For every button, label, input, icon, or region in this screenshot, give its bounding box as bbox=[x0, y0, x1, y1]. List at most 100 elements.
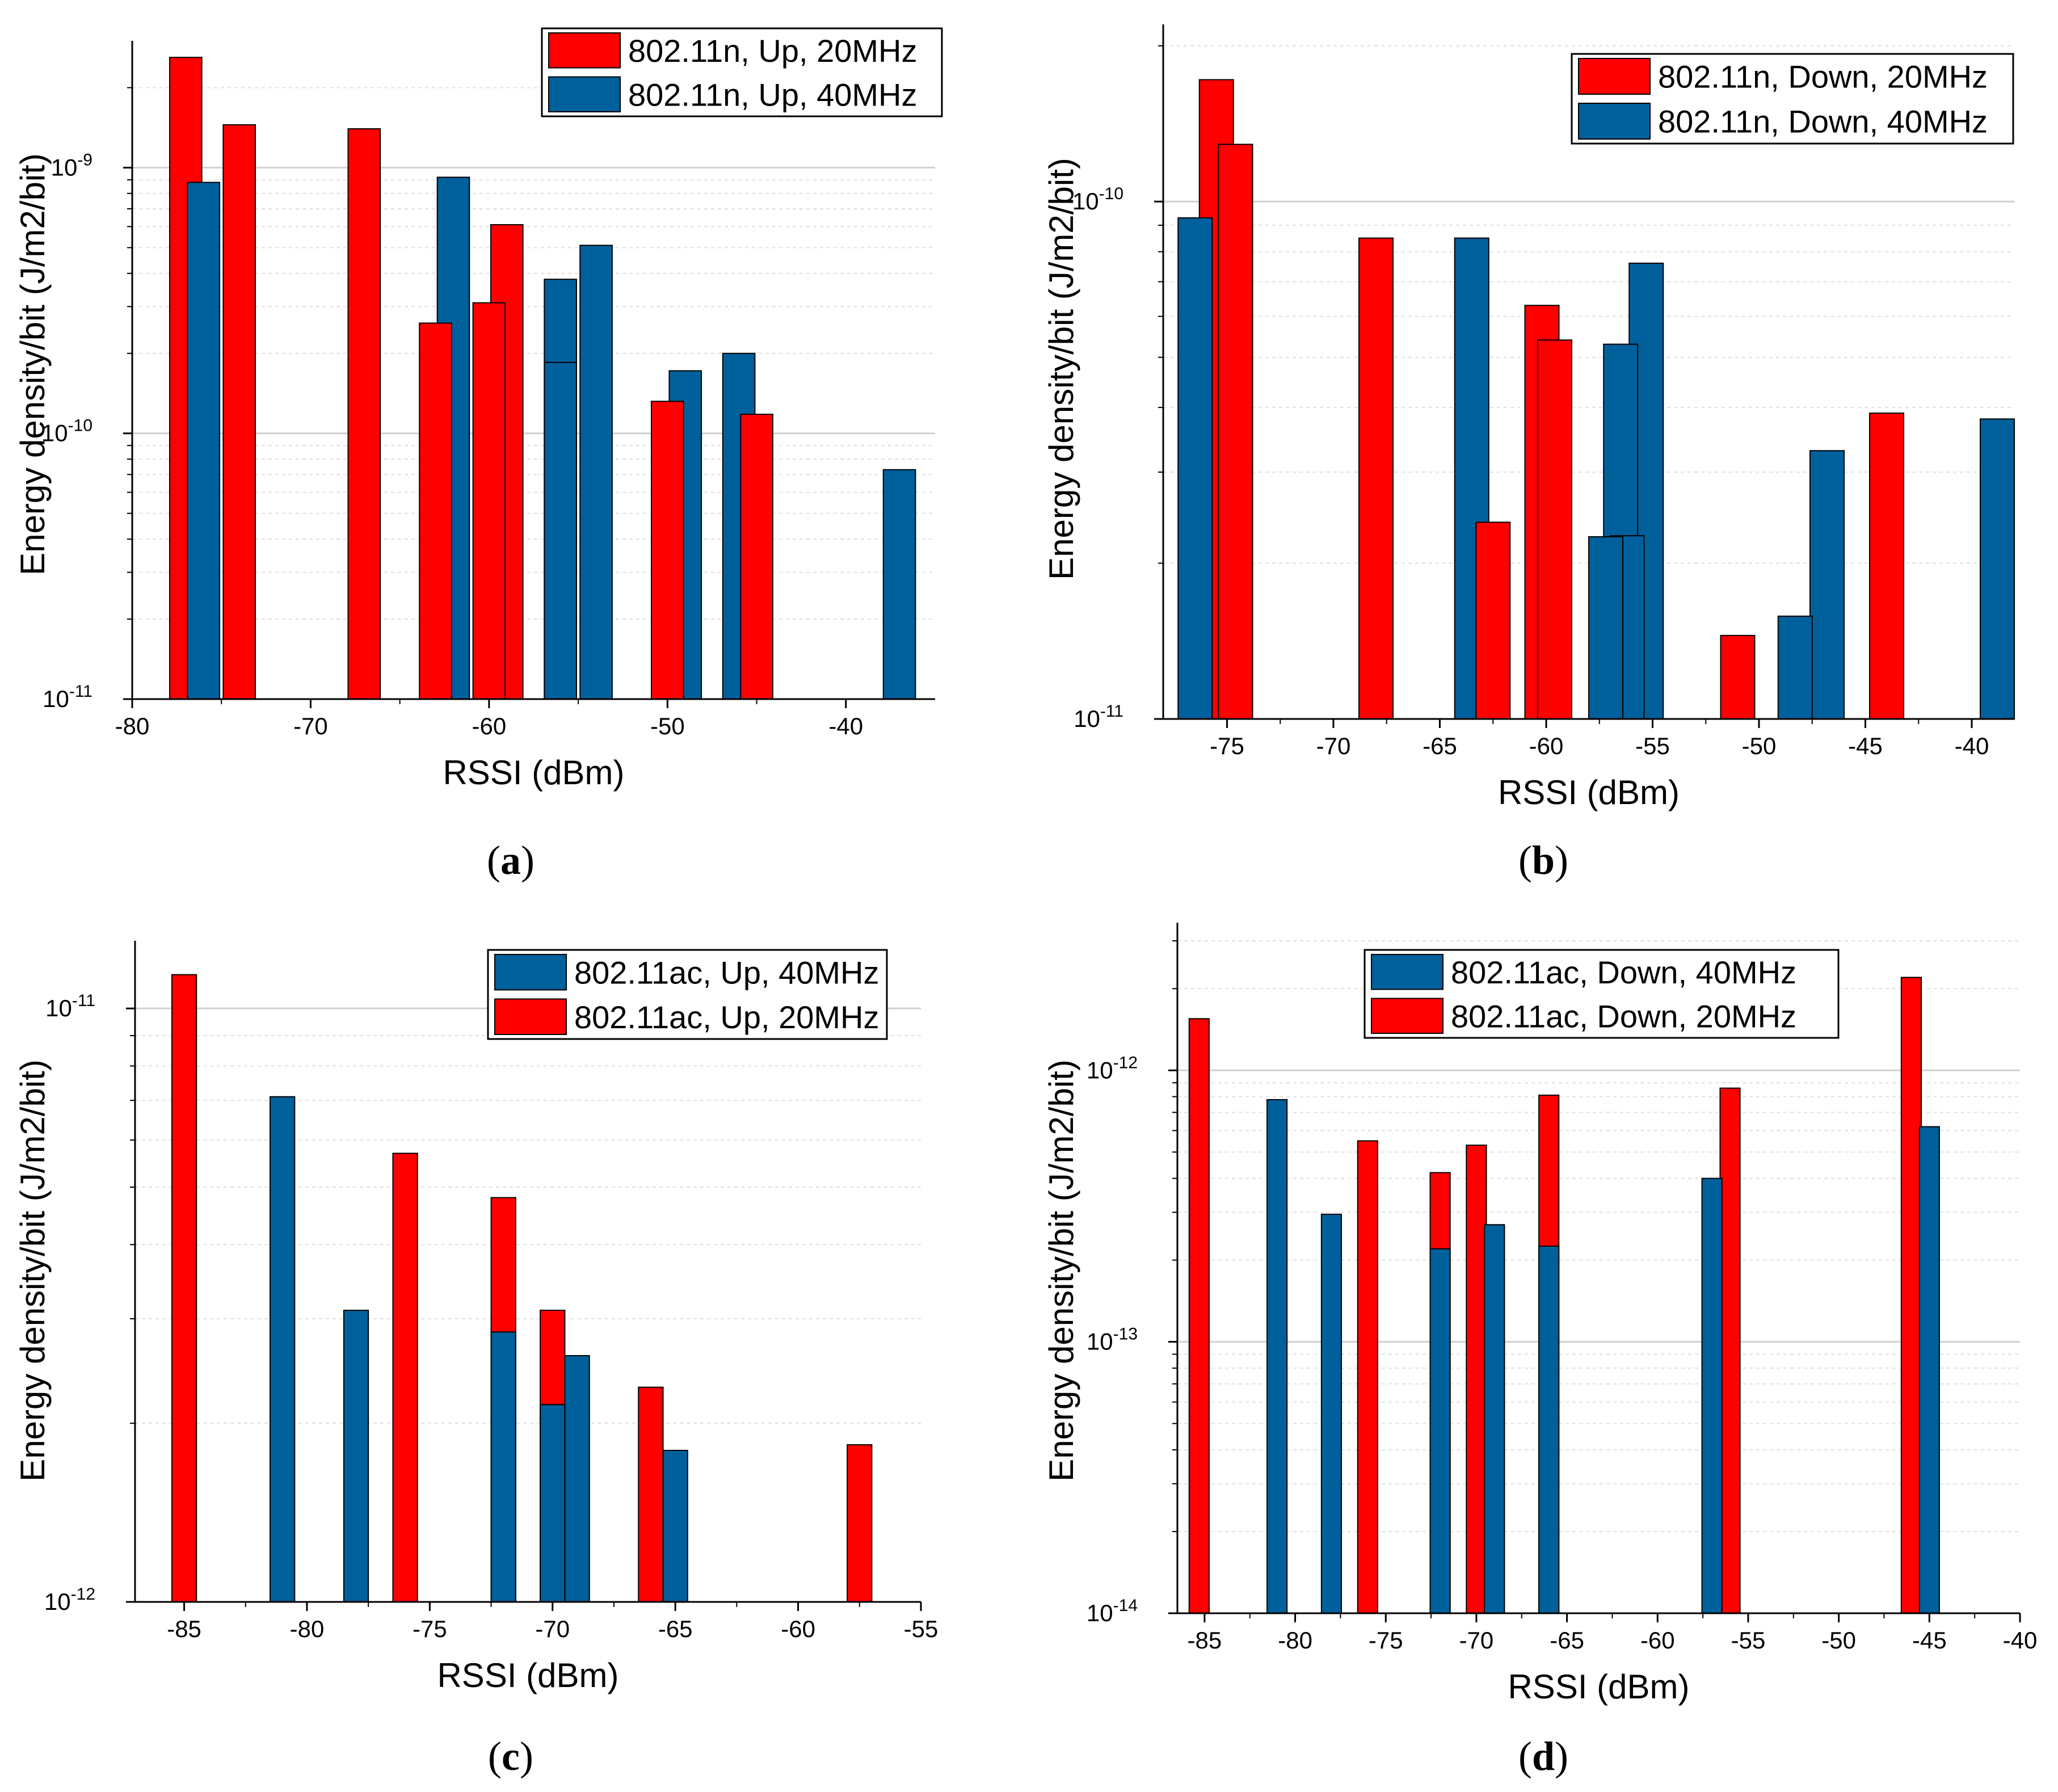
x-tick-label: -45 bbox=[1912, 1627, 1947, 1654]
y-tick-label: 10-10 bbox=[1072, 184, 1123, 214]
bar-red bbox=[651, 401, 684, 700]
legend-box bbox=[1363, 949, 1840, 1039]
y-tick-label: 10-12 bbox=[44, 1585, 95, 1615]
x-tick-label: -60 bbox=[1529, 733, 1564, 759]
legend-swatch-blue bbox=[548, 76, 621, 112]
bar-blue bbox=[1320, 1213, 1342, 1614]
x-tick-label: -70 bbox=[535, 1616, 570, 1642]
bars-a bbox=[169, 57, 916, 700]
bar-red bbox=[472, 302, 506, 700]
panel-caption-letter: d bbox=[1532, 1734, 1555, 1779]
y-tick-base: 10 bbox=[1087, 1600, 1113, 1626]
bar-blue bbox=[1701, 1177, 1723, 1614]
y-tick-exponent: -11 bbox=[72, 991, 95, 1010]
x-tick-label: -65 bbox=[1550, 1627, 1584, 1654]
bars-d bbox=[1188, 977, 1940, 1614]
x-tick-label: -50 bbox=[650, 713, 685, 739]
y-tick-label: 10-11 bbox=[43, 682, 92, 712]
bar-red bbox=[347, 128, 381, 700]
y-tick-label: 10-13 bbox=[1087, 1325, 1138, 1355]
minor-gridlines bbox=[1163, 45, 2014, 564]
bar-red bbox=[1188, 1018, 1210, 1614]
chart-panel-d: -85 -80 -75 -70 -65 -60 -55 -50 -45 -40 10-14 10-13… bbox=[1029, 896, 2058, 1792]
bar-red bbox=[1537, 339, 1572, 720]
y-tick-exponent: -10 bbox=[1099, 184, 1123, 203]
y-tick-label: 10-12 bbox=[1087, 1053, 1138, 1083]
y-tick-exponent: -9 bbox=[77, 150, 92, 169]
bar-blue bbox=[1980, 418, 2015, 720]
x-tick-label: -50 bbox=[1742, 733, 1777, 759]
bar-blue bbox=[187, 182, 221, 700]
bar-red bbox=[1466, 1145, 1487, 1614]
x-tick-label: -80 bbox=[290, 1616, 325, 1642]
legend-label: 802.11n, Up, 40MHz bbox=[628, 77, 917, 112]
bar-red bbox=[171, 974, 197, 1602]
y-tick-base: 10 bbox=[44, 1588, 71, 1615]
y-tick-exponent: -10 bbox=[68, 417, 92, 435]
y-tick-base: 10 bbox=[41, 420, 68, 447]
y-tick-base: 10 bbox=[45, 995, 72, 1021]
y-axis-title: Energy density/bit (J/m2/bit) bbox=[1042, 158, 1080, 580]
y-tick-exponent: -12 bbox=[1113, 1053, 1138, 1072]
legend: 802.11n, Down, 20MHz 802.11n, Down, 40MHz bbox=[1571, 53, 2014, 145]
legend-swatch-blue bbox=[1371, 954, 1443, 990]
x-axis-title: RSSI (dBm) bbox=[1498, 773, 1680, 811]
chart-svg-d: -85 -80 -75 -70 -65 -60 -55 -50 -45 -4010-1410-13… bbox=[1042, 923, 2037, 1779]
x-tick-label: -75 bbox=[413, 1616, 447, 1642]
bar-red bbox=[1719, 1087, 1741, 1614]
bar-blue bbox=[1777, 615, 1813, 720]
x-axis-title: RSSI (dBm) bbox=[437, 1656, 618, 1694]
bar-blue bbox=[1177, 217, 1213, 720]
bar-blue bbox=[1809, 450, 1845, 720]
bar-red bbox=[1357, 1140, 1378, 1614]
x-tick-label: -60 bbox=[781, 1616, 815, 1642]
legend: 802.11ac, Down, 40MHz 802.11ac, Down, 20M… bbox=[1363, 949, 1840, 1039]
y-tick-base: 10 bbox=[1087, 1057, 1113, 1083]
bar-blue bbox=[1918, 1126, 1940, 1614]
minor-gridlines bbox=[135, 1035, 921, 1424]
bar-blue bbox=[882, 469, 916, 700]
x-axis-title: RSSI (dBm) bbox=[1508, 1668, 1689, 1706]
y-tick-base: 10 bbox=[51, 154, 78, 180]
x-tick-label: -60 bbox=[1640, 1627, 1675, 1654]
x-tick-label: -70 bbox=[293, 713, 328, 739]
bar-red bbox=[1358, 237, 1394, 720]
y-tick-exponent: -12 bbox=[71, 1585, 95, 1604]
bar-red bbox=[222, 124, 256, 700]
legend-swatch-red bbox=[548, 32, 621, 69]
x-tick-label: -75 bbox=[1369, 1627, 1403, 1654]
y-tick-exponent: -11 bbox=[69, 682, 92, 701]
legend-swatch-red bbox=[1371, 998, 1443, 1034]
y-tick-label: 10-9 bbox=[51, 150, 92, 180]
panel-caption: (a) bbox=[487, 838, 535, 883]
panel-caption-letter: a bbox=[500, 838, 521, 883]
legend: 802.11ac, Up, 40MHz 802.11ac, Up, 20MHz bbox=[487, 949, 888, 1040]
legend-label: 802.11ac, Down, 40MHz bbox=[1451, 954, 1796, 990]
x-tick-label: -80 bbox=[115, 713, 150, 739]
bar-red bbox=[419, 322, 452, 700]
bar-red bbox=[1475, 521, 1511, 720]
x-tick-label: -75 bbox=[1210, 733, 1244, 759]
x-tick-label: -45 bbox=[1848, 733, 1883, 759]
bar-blue bbox=[564, 1355, 590, 1602]
bar-blue bbox=[544, 361, 577, 700]
y-axis-title: Energy density/bit (J/m2/bit) bbox=[14, 1059, 52, 1482]
panel-caption: (d) bbox=[1518, 1734, 1568, 1779]
legend-swatch-blue bbox=[1578, 103, 1651, 140]
legend-swatch-red bbox=[1578, 58, 1651, 95]
bar-blue bbox=[1484, 1224, 1505, 1614]
x-tick-label: -50 bbox=[1821, 1627, 1856, 1654]
x-tick-label: -65 bbox=[658, 1616, 693, 1642]
chart-panel-b: -75 -70 -65 -60 -55 -50 -45 -40 10-11 10-10 RSSI (… bbox=[1029, 0, 2058, 896]
y-tick-base: 10 bbox=[1087, 1328, 1113, 1355]
legend-label: 802.11ac, Up, 40MHz bbox=[574, 954, 879, 990]
x-tick-label: -70 bbox=[1316, 733, 1351, 759]
y-tick-exponent: -13 bbox=[1113, 1325, 1138, 1344]
x-tick-label: -55 bbox=[904, 1616, 938, 1642]
chart-panel-a: -80 -70 -60 -50 -40 10-11 10-10 10-9 RSSI (dBm) E… bbox=[0, 0, 1021, 896]
bar-blue bbox=[1588, 536, 1623, 720]
y-tick-exponent: -11 bbox=[1100, 702, 1123, 721]
x-tick-label: -85 bbox=[167, 1616, 201, 1642]
x-tick-label: -40 bbox=[828, 713, 863, 739]
